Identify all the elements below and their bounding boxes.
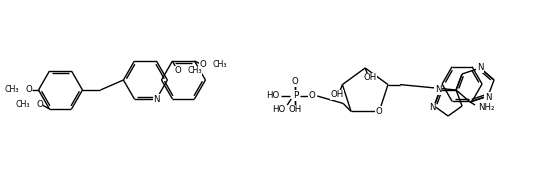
Text: O: O bbox=[174, 66, 181, 75]
Text: CH₃: CH₃ bbox=[212, 60, 227, 70]
Text: N: N bbox=[435, 85, 441, 94]
Text: O: O bbox=[25, 85, 32, 94]
Text: O: O bbox=[36, 100, 43, 109]
Text: HO: HO bbox=[272, 104, 285, 113]
Text: N: N bbox=[477, 64, 483, 73]
Text: HO: HO bbox=[266, 92, 279, 100]
Text: NH₂: NH₂ bbox=[478, 102, 495, 111]
Text: OH: OH bbox=[363, 73, 377, 83]
Text: O: O bbox=[376, 107, 383, 116]
Text: O: O bbox=[292, 77, 299, 87]
Text: O: O bbox=[292, 77, 299, 87]
Text: CH₃: CH₃ bbox=[188, 66, 202, 75]
Text: P: P bbox=[293, 90, 298, 100]
Text: O: O bbox=[199, 60, 206, 70]
Text: N: N bbox=[429, 104, 435, 113]
Text: O: O bbox=[309, 92, 316, 100]
Text: CH₃: CH₃ bbox=[4, 85, 19, 94]
Text: N: N bbox=[153, 94, 160, 104]
Text: OH: OH bbox=[331, 90, 344, 99]
Text: N: N bbox=[485, 92, 492, 102]
Text: OH: OH bbox=[288, 106, 302, 115]
Text: CH₃: CH₃ bbox=[15, 100, 29, 109]
Text: P: P bbox=[293, 92, 298, 100]
